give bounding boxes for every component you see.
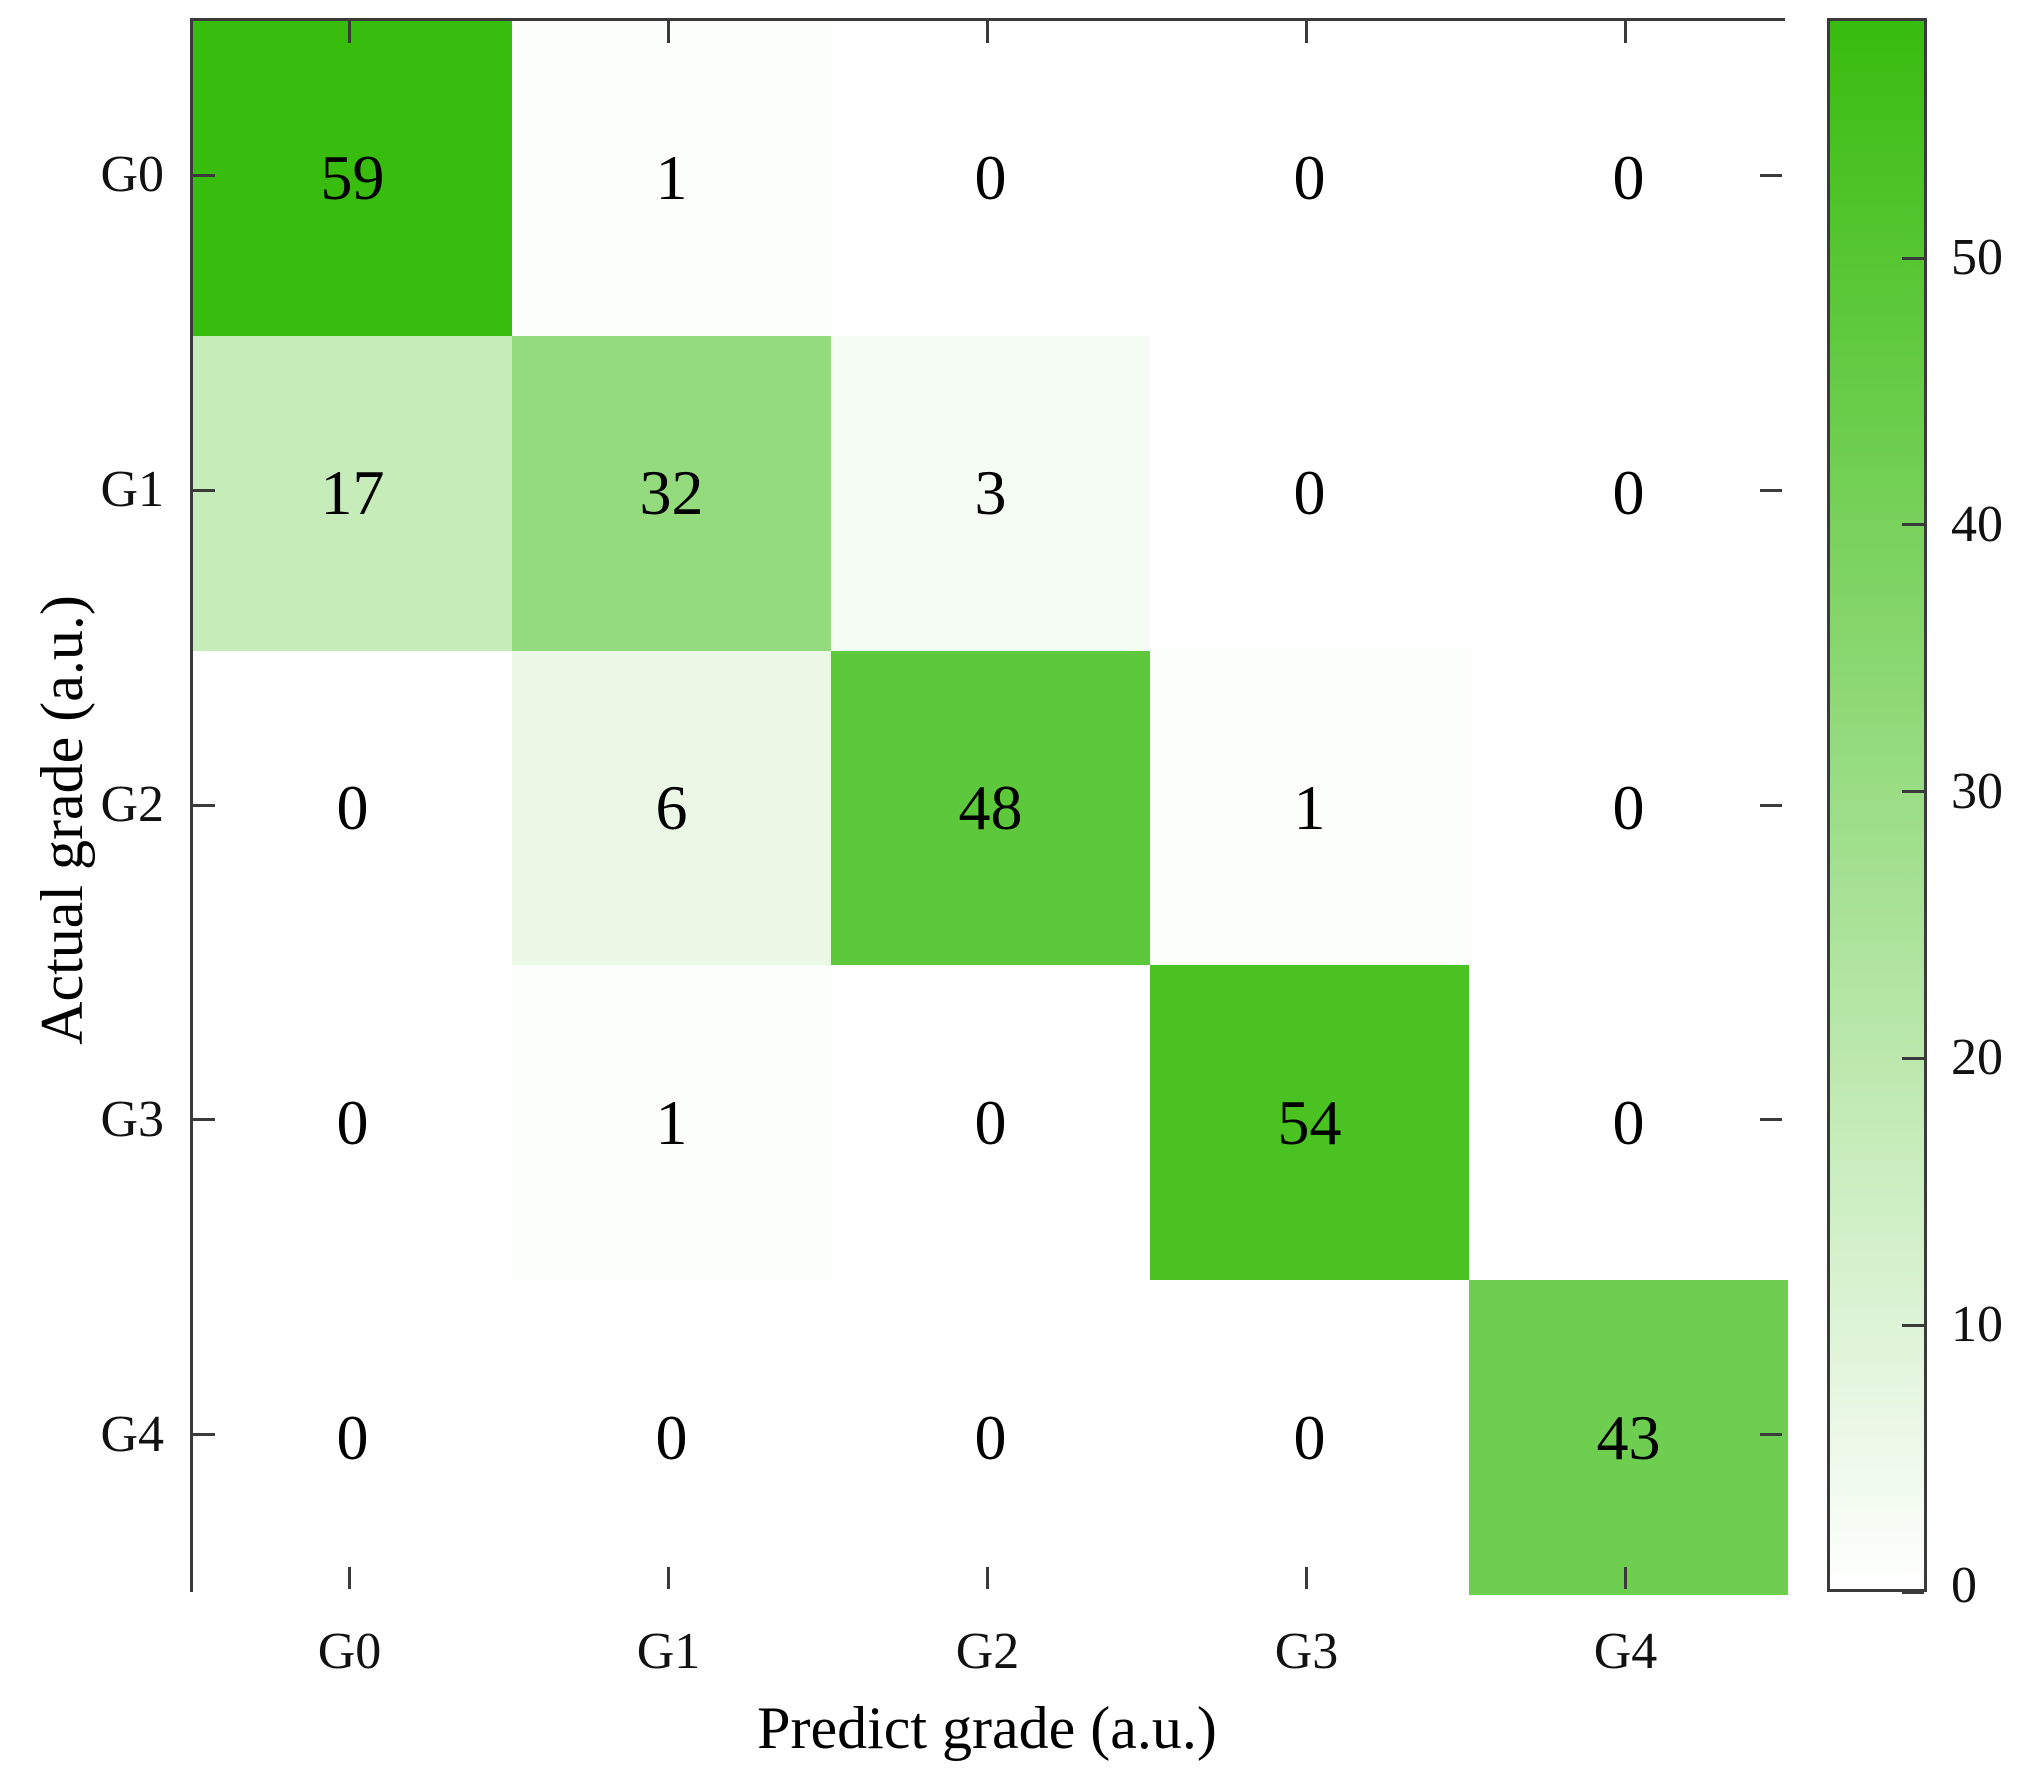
heatmap-cell: 54 <box>1150 965 1469 1281</box>
axis-tick-mark <box>1305 1567 1308 1589</box>
cell-value: 0 <box>974 1086 1007 1158</box>
cell-value: 6 <box>655 771 688 843</box>
y-tick-label: G3 <box>100 1090 164 1148</box>
cell-value: 0 <box>1612 771 1645 843</box>
heatmap-cell: 0 <box>831 1280 1150 1595</box>
axis-tick-mark <box>1624 1567 1627 1589</box>
axis-tick-mark <box>1902 256 1924 260</box>
cell-value: 0 <box>1293 142 1326 214</box>
colorbar-tick-label: 0 <box>1951 1557 1977 1614</box>
axis-tick-mark <box>1760 1118 1782 1122</box>
colorbar <box>1827 18 1927 1592</box>
heatmap-cell: 0 <box>1150 1280 1469 1595</box>
cell-value: 1 <box>655 1086 688 1158</box>
axis-tick-mark <box>1305 21 1308 43</box>
colorbar-tick-label: 20 <box>1951 1029 2003 1087</box>
heatmap-cell: 59 <box>193 21 512 336</box>
axis-tick-mark <box>1760 173 1782 177</box>
cell-value: 0 <box>974 142 1007 214</box>
cell-value: 0 <box>1293 1401 1326 1473</box>
axis-tick-mark <box>1760 803 1782 807</box>
heatmap-cell: 0 <box>193 965 512 1281</box>
heatmap-cell: 1 <box>1150 650 1469 966</box>
axis-tick-mark <box>1902 1323 1924 1327</box>
heatmap-cell: 17 <box>193 335 512 651</box>
cell-value: 43 <box>1596 1401 1661 1473</box>
heatmap-cell: 0 <box>831 21 1150 336</box>
axis-tick-mark <box>193 1433 215 1437</box>
y-tick-label: G4 <box>100 1405 164 1463</box>
axis-tick-mark <box>1760 1433 1782 1437</box>
heatmap-cell: 0 <box>1469 21 1788 336</box>
heatmap-cell: 0 <box>1469 650 1788 966</box>
axis-tick-mark <box>348 1567 351 1589</box>
cell-value: 0 <box>336 1086 369 1158</box>
cell-value: 1 <box>1293 771 1326 843</box>
cell-value: 0 <box>1612 1086 1645 1158</box>
heatmap-cell: 6 <box>512 650 831 966</box>
cell-value: 0 <box>1612 142 1645 214</box>
axis-tick-mark <box>193 803 215 807</box>
heatmap-cell: 32 <box>512 335 831 651</box>
colorbar-tick-label: 40 <box>1951 495 2003 553</box>
heatmap-cell: 1 <box>512 21 831 336</box>
axis-tick-mark <box>193 488 215 492</box>
x-tick-label: G3 <box>1274 1623 1339 1680</box>
cell-value: 0 <box>974 1401 1007 1473</box>
heatmap-cell: 0 <box>1469 965 1788 1281</box>
cell-value: 0 <box>655 1401 688 1473</box>
cell-value: 59 <box>320 142 385 214</box>
heatmap-cell: 0 <box>1150 21 1469 336</box>
axis-tick-mark <box>667 21 670 43</box>
colorbar-tick-label: 30 <box>1951 762 2003 820</box>
axis-tick-mark <box>1760 488 1782 492</box>
y-tick-label: G1 <box>100 461 164 519</box>
axis-tick-mark <box>667 1567 670 1589</box>
heatmap-cell: 0 <box>1469 335 1788 651</box>
cell-value: 0 <box>336 771 369 843</box>
x-axis-title: Predict grade (a.u.) <box>757 1695 1217 1761</box>
heatmap-cell: 0 <box>831 965 1150 1281</box>
cell-value: 0 <box>336 1401 369 1473</box>
axis-tick-mark <box>1902 523 1924 527</box>
heatmap-cell: 0 <box>1150 335 1469 651</box>
x-tick-label: G1 <box>636 1623 701 1680</box>
x-tick-label: G4 <box>1593 1623 1658 1680</box>
axis-tick-mark <box>193 1118 215 1122</box>
axis-tick-mark <box>193 173 215 177</box>
cell-value: 32 <box>639 457 704 529</box>
colorbar-tick-label: 50 <box>1951 229 2003 287</box>
heatmap-cell: 43 <box>1469 1280 1788 1595</box>
y-axis-title: Actual grade (a.u.) <box>29 595 95 1045</box>
axis-tick-mark <box>986 21 989 43</box>
heatmap-cell: 0 <box>193 1280 512 1595</box>
heatmap-cell: 0 <box>193 650 512 966</box>
heatmap-plot-area: 59 1 0 0 0 17 32 3 0 0 0 6 48 1 0 0 1 0 54 0 0 0 0 0 43 <box>190 18 1788 1595</box>
cell-value: 54 <box>1277 1086 1342 1158</box>
y-tick-label: G2 <box>100 776 164 833</box>
axis-tick-mark <box>1902 1590 1924 1594</box>
axis-tick-mark <box>986 1567 989 1589</box>
cell-value: 1 <box>655 142 688 214</box>
axis-tick-mark <box>1624 21 1627 43</box>
x-tick-label: G2 <box>955 1623 1020 1680</box>
cell-value: 0 <box>1293 457 1326 529</box>
axis-tick-mark <box>348 21 351 43</box>
cell-value: 48 <box>958 771 1023 843</box>
cell-value: 3 <box>974 457 1007 529</box>
heatmap-cell: 3 <box>831 335 1150 651</box>
heatmap-cell: 0 <box>512 1280 831 1595</box>
axis-tick-mark <box>1902 1056 1924 1060</box>
colorbar-tick-label: 10 <box>1951 1296 2003 1354</box>
x-tick-label: G0 <box>317 1623 382 1680</box>
cell-value: 17 <box>320 457 385 529</box>
heatmap-cell: 48 <box>831 650 1150 966</box>
heatmap-cell: 1 <box>512 965 831 1281</box>
axis-tick-mark <box>1902 790 1924 794</box>
y-tick-label: G0 <box>100 146 164 204</box>
cell-value: 0 <box>1612 457 1645 529</box>
